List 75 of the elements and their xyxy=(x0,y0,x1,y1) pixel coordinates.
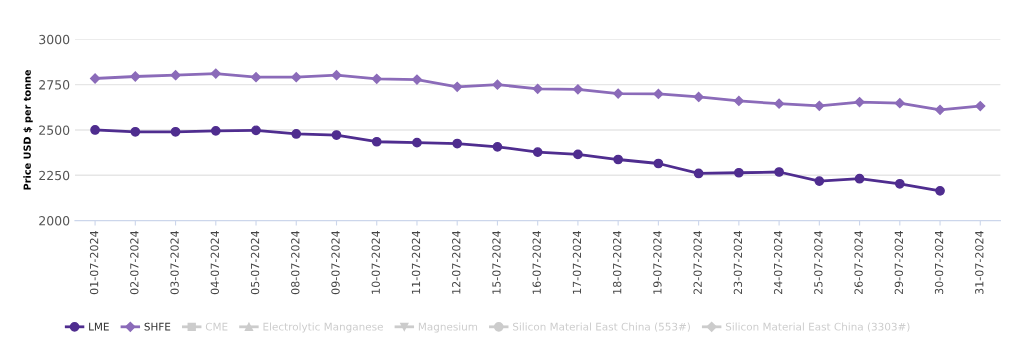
point xyxy=(210,126,221,136)
point xyxy=(854,173,865,184)
point xyxy=(733,95,744,107)
point xyxy=(371,73,382,84)
legend-label: LME xyxy=(89,322,109,331)
point xyxy=(371,136,382,147)
x-tick-label: 25-07-2024 xyxy=(814,230,823,295)
x-tick-label: 08-07-2024 xyxy=(291,230,300,295)
point xyxy=(331,130,342,140)
point xyxy=(934,104,946,115)
point xyxy=(532,83,543,94)
point xyxy=(693,91,704,103)
x-tick-label: 05-07-2024 xyxy=(250,230,260,295)
x-tick-label: 09-07-2024 xyxy=(331,230,340,295)
point xyxy=(894,98,905,109)
point xyxy=(774,167,784,177)
point xyxy=(894,178,905,189)
x-tick-label: 30-07-2024 xyxy=(934,230,944,295)
point xyxy=(653,158,664,169)
point xyxy=(452,81,463,92)
point xyxy=(250,72,262,83)
x-tick-label: 03-07-2024 xyxy=(170,230,179,295)
point xyxy=(573,149,583,160)
x-tick-label: 26-07-2024 xyxy=(854,230,863,295)
x-tick-label: 24-07-2024 xyxy=(773,230,783,295)
point xyxy=(170,70,181,81)
point xyxy=(854,96,865,108)
point xyxy=(130,71,141,82)
x-tick-label: 12-07-2024 xyxy=(452,230,461,294)
point xyxy=(975,100,986,112)
x-tick-label: 18-07-2024 xyxy=(612,230,622,294)
x-tick-label: 29-07-2024 xyxy=(894,230,904,295)
point xyxy=(452,138,463,149)
point xyxy=(210,68,221,79)
point xyxy=(693,168,704,179)
legend-label: SHFE xyxy=(144,322,171,331)
point xyxy=(251,125,261,136)
point xyxy=(733,167,744,178)
point xyxy=(331,70,342,81)
x-tick-label: 17-07-2024 xyxy=(572,230,582,294)
point xyxy=(613,154,624,165)
point xyxy=(89,73,101,84)
point xyxy=(814,176,825,186)
point xyxy=(653,88,664,100)
x-tick-label: 31-07-2024 xyxy=(975,230,984,295)
x-tick-label: 19-07-2024 xyxy=(653,230,662,294)
x-tick-label: 04-07-2024 xyxy=(210,230,220,295)
y-tick-label: 2750 xyxy=(39,80,70,90)
point xyxy=(492,79,503,90)
point xyxy=(170,126,181,137)
x-tick-label: 22-07-2024 xyxy=(693,230,702,295)
y-tick-label: 2250 xyxy=(39,170,70,181)
x-tick-label: 01-07-2024 xyxy=(89,230,99,295)
point xyxy=(935,186,945,196)
point xyxy=(773,98,785,109)
x-tick-label: 10-07-2024 xyxy=(371,230,380,294)
x-tick-label: 16-07-2024 xyxy=(532,230,541,294)
point xyxy=(412,137,422,148)
x-tick-label: 02-07-2024 xyxy=(130,230,139,295)
y-tick-label: 2500 xyxy=(39,125,70,135)
x-tick-label: 11-07-2024 xyxy=(411,230,421,294)
x-tick-label: 23-07-2024 xyxy=(733,230,743,295)
y-axis-title: Price USD $ per tonne xyxy=(23,69,33,190)
y-tick-label: 3000 xyxy=(39,34,70,45)
y-tick-label: 2000 xyxy=(39,216,70,226)
point xyxy=(613,88,624,99)
point xyxy=(814,100,825,111)
point xyxy=(532,147,543,157)
x-tick-label: 15-07-2024 xyxy=(492,230,501,294)
point xyxy=(492,141,503,152)
point xyxy=(291,129,302,139)
point xyxy=(130,126,141,137)
point xyxy=(291,72,302,83)
point xyxy=(572,84,584,95)
point xyxy=(90,125,100,135)
